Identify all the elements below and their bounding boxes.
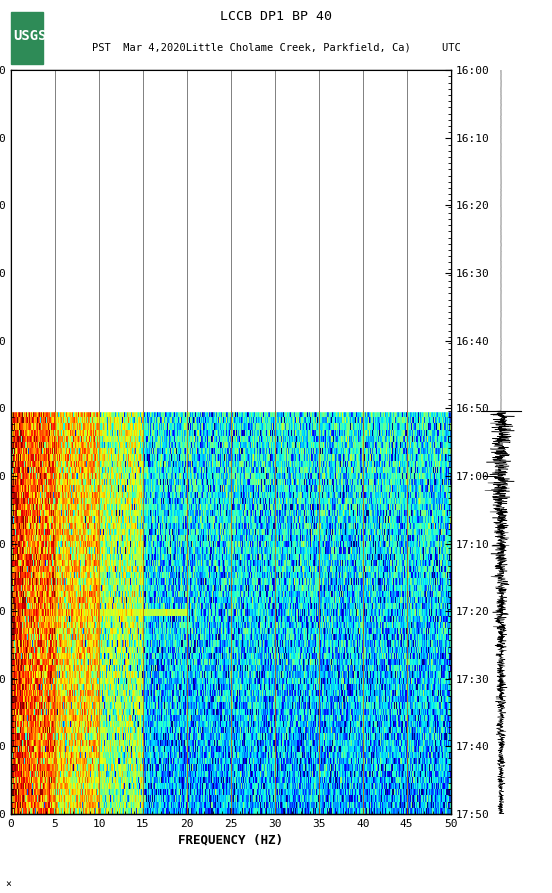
X-axis label: FREQUENCY (HZ): FREQUENCY (HZ) xyxy=(178,833,283,846)
Bar xyxy=(11,71,450,411)
Text: ×: × xyxy=(6,879,12,889)
Text: PST  Mar 4,2020Little Cholame Creek, Parkfield, Ca)     UTC: PST Mar 4,2020Little Cholame Creek, Park… xyxy=(92,43,460,53)
Text: USGS: USGS xyxy=(14,29,47,44)
Bar xyxy=(11,12,43,64)
Text: LCCB DP1 BP 40: LCCB DP1 BP 40 xyxy=(220,10,332,23)
